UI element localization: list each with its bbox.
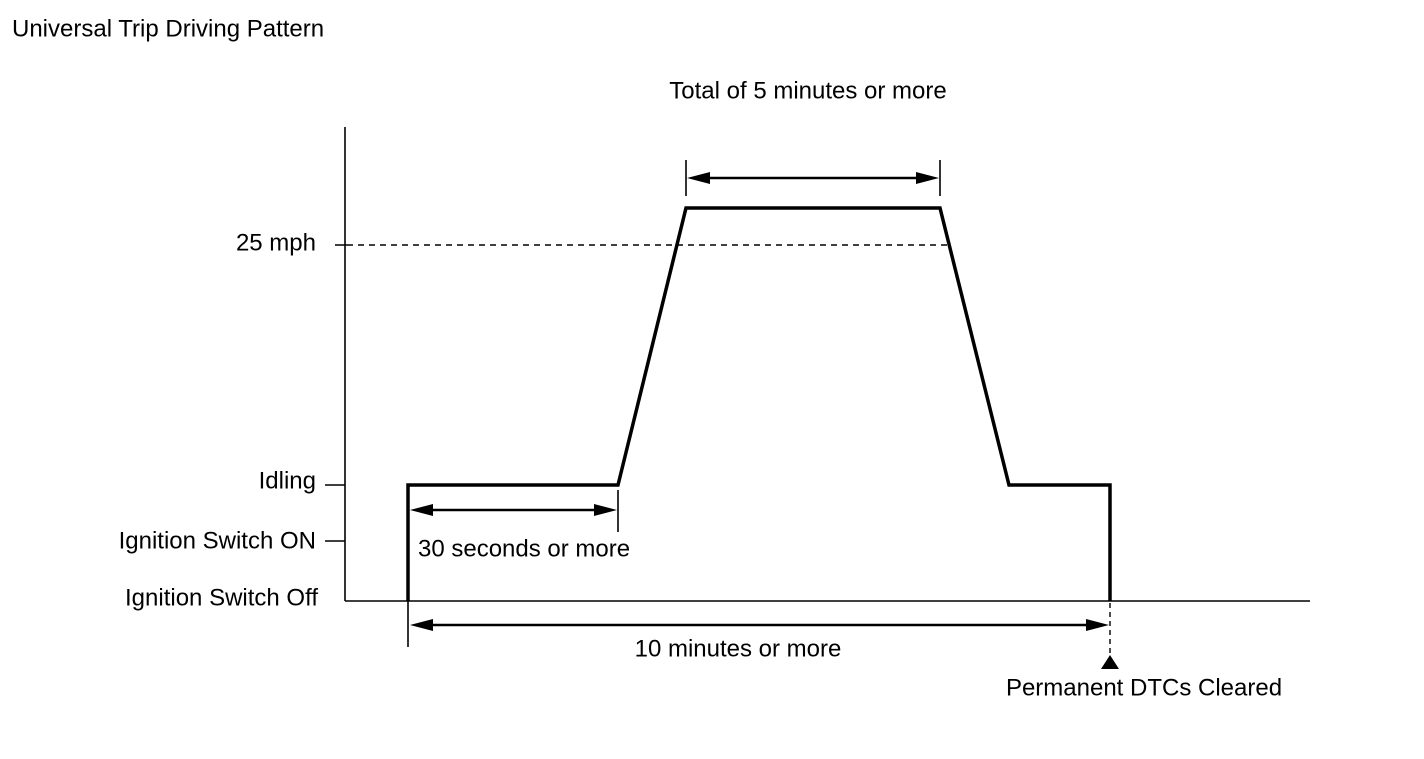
level-label: Ignition Switch Off <box>125 584 318 611</box>
arrowhead <box>916 172 939 184</box>
level-label: 25 mph <box>236 229 316 256</box>
driving-pattern-trace <box>406 206 1112 601</box>
arrowhead <box>1086 619 1109 631</box>
arrowhead <box>687 172 710 184</box>
end-marker <box>1101 655 1119 669</box>
span-label: 30 seconds or more <box>418 535 630 562</box>
arrowhead <box>594 504 617 516</box>
span-label: Total of 5 minutes or more <box>669 77 946 104</box>
arrowhead <box>410 619 433 631</box>
end-marker-label: Permanent DTCs Cleared <box>1006 674 1282 701</box>
level-label: Ignition Switch ON <box>119 527 316 554</box>
span-label: 10 minutes or more <box>635 635 842 662</box>
level-label: Idling <box>259 467 316 494</box>
title: Universal Trip Driving Pattern <box>12 15 324 42</box>
arrowhead <box>410 504 433 516</box>
